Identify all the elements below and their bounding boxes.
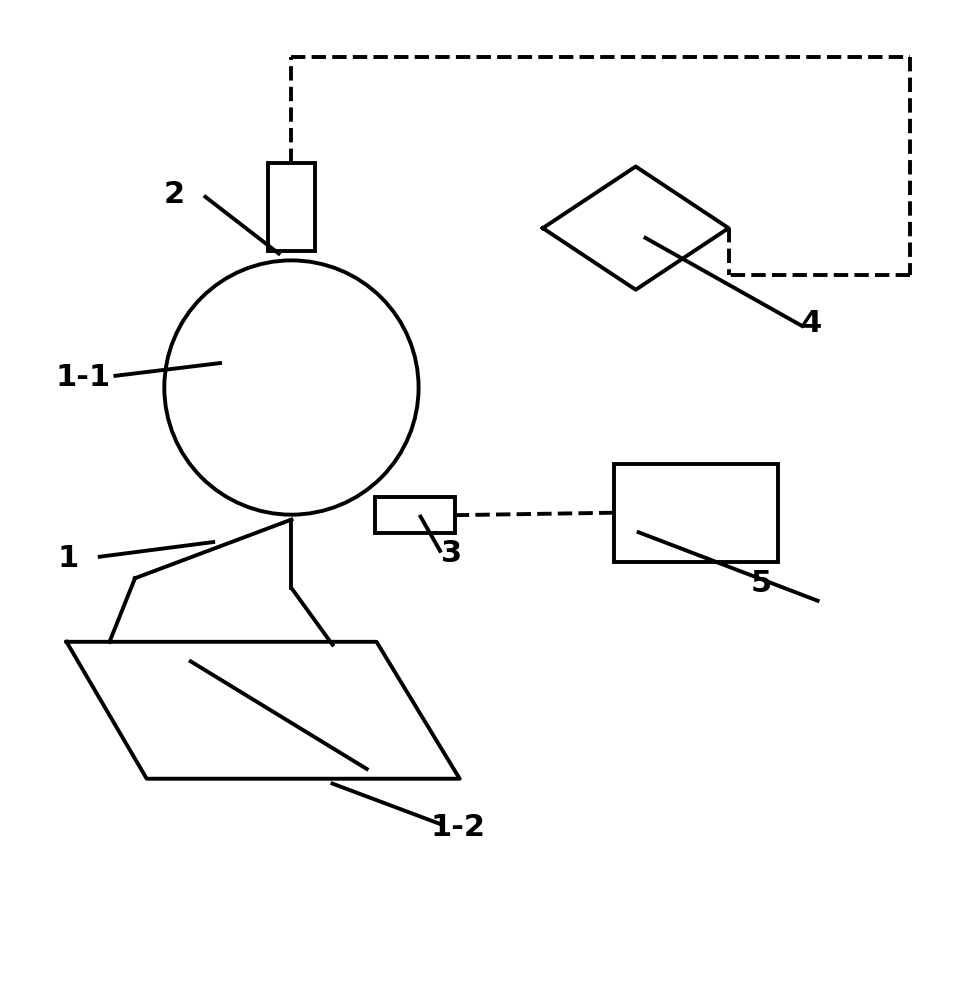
Bar [374,497,454,533]
Text: 1-1: 1-1 [56,363,110,392]
Text: 2: 2 [163,180,185,209]
Text: 1: 1 [58,544,79,573]
Bar [614,464,778,562]
Text: 5: 5 [749,569,771,598]
Text: 1-2: 1-2 [430,813,485,842]
Text: 3: 3 [441,539,462,568]
Bar [268,163,315,251]
Text: 4: 4 [800,309,822,338]
